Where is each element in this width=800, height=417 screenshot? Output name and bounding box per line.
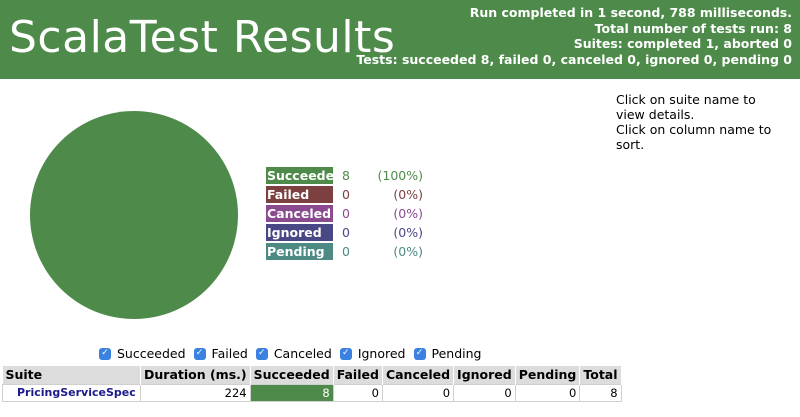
legend-row-pending: Pending 0 (0%): [266, 242, 423, 261]
status-filters: ✓ Succeeded ✓ Failed ✓ Canceled ✓ Ignore…: [99, 346, 489, 361]
help-column-sort: Click on column name to sort.: [616, 122, 772, 152]
legend-label-pending: Pending: [266, 243, 333, 260]
cell-succeeded: 8: [249, 383, 334, 402]
filter-label-pending: Pending: [431, 346, 482, 361]
pie-slice-succeeded: [30, 111, 238, 319]
filter-failed[interactable]: ✓ Failed: [193, 346, 248, 361]
filter-label-failed: Failed: [211, 346, 248, 361]
column-failed[interactable]: Failed: [333, 366, 383, 384]
legend-label-ignored: Ignored: [266, 224, 333, 241]
legend-percent-succeeded: (100%): [377, 168, 424, 183]
legend-row-canceled: Canceled 0 (0%): [266, 204, 423, 223]
filter-pending[interactable]: ✓ Pending: [413, 346, 482, 361]
checkbox-ignored[interactable]: ✓: [339, 347, 352, 360]
legend-count-pending: 0: [342, 244, 350, 259]
table-row: PricingServiceSpec 224 8 0 0 0 0 8: [2, 383, 622, 402]
cell-duration: 224: [140, 383, 251, 402]
cell-failed: 0: [332, 383, 383, 402]
cell-ignored: 0: [453, 383, 516, 402]
legend-label-failed: Failed: [266, 186, 333, 203]
filter-succeeded[interactable]: ✓ Succeeded: [99, 346, 186, 361]
column-duration[interactable]: Duration (ms.): [140, 366, 251, 384]
legend-row-ignored: Ignored 0 (0%): [266, 223, 423, 242]
legend-count-ignored: 0: [342, 225, 350, 240]
legend-label-canceled: Canceled: [266, 205, 333, 222]
help-suite-name: Click on suite name to view details.: [616, 92, 756, 122]
tests-summary-text: Tests: succeeded 8, failed 0, canceled 0…: [356, 51, 792, 67]
legend-count-canceled: 0: [342, 206, 350, 221]
column-suite[interactable]: Suite: [2, 366, 141, 384]
suite-results-table: Suite Duration (ms.) Succeeded Failed Ca…: [2, 366, 622, 402]
filter-label-succeeded: Succeeded: [117, 346, 186, 361]
legend-row-failed: Failed 0 (0%): [266, 185, 423, 204]
legend-count-succeeded: 8: [342, 168, 350, 183]
checkbox-succeeded[interactable]: ✓: [99, 347, 111, 360]
column-pending[interactable]: Pending: [515, 366, 581, 384]
legend-count-failed: 0: [342, 187, 350, 202]
run-duration-text: Run completed in 1 second, 788 milliseco…: [469, 5, 792, 20]
legend-percent-pending: (0%): [393, 244, 423, 259]
checkbox-failed[interactable]: ✓: [193, 347, 206, 360]
table-header-row: Suite Duration (ms.) Succeeded Failed Ca…: [2, 366, 622, 384]
legend-percent-canceled: (0%): [393, 206, 423, 221]
checkbox-canceled[interactable]: ✓: [255, 347, 268, 360]
column-succeeded[interactable]: Succeeded: [250, 366, 334, 384]
results-pie-chart: [30, 111, 238, 319]
suites-summary-text: Suites: completed 1, aborted 0: [573, 36, 792, 52]
total-tests-text: Total number of tests run: 8: [594, 20, 792, 36]
page-title: ScalaTest Results: [9, 12, 396, 63]
column-canceled[interactable]: Canceled: [382, 366, 455, 384]
filter-ignored[interactable]: ✓ Ignored: [339, 346, 406, 361]
cell-pending: 0: [514, 383, 581, 402]
checkbox-pending[interactable]: ✓: [413, 347, 426, 360]
help-text: Click on suite name to view details. Cli…: [616, 92, 786, 152]
results-header: ScalaTest Results Run completed in 1 sec…: [0, 0, 800, 79]
pie-legend: Succeeded 8 (100%) Failed 0 (0%) Cancele…: [266, 166, 423, 261]
legend-percent-failed: (0%): [393, 187, 423, 202]
legend-label-succeeded: Succeeded: [266, 167, 344, 184]
filter-label-ignored: Ignored: [357, 346, 406, 361]
cell-canceled: 0: [381, 383, 455, 402]
legend-percent-ignored: (0%): [393, 225, 423, 240]
column-total[interactable]: Total: [579, 366, 622, 384]
column-ignored[interactable]: Ignored: [453, 366, 516, 384]
run-summary: Run completed in 1 second, 788 milliseco…: [356, 5, 792, 67]
filter-canceled[interactable]: ✓ Canceled: [255, 346, 332, 361]
cell-total: 8: [579, 383, 622, 402]
suite-name-link[interactable]: PricingServiceSpec: [2, 383, 141, 402]
filter-label-canceled: Canceled: [273, 346, 332, 361]
legend-row-succeeded: Succeeded 8 (100%): [266, 166, 423, 185]
